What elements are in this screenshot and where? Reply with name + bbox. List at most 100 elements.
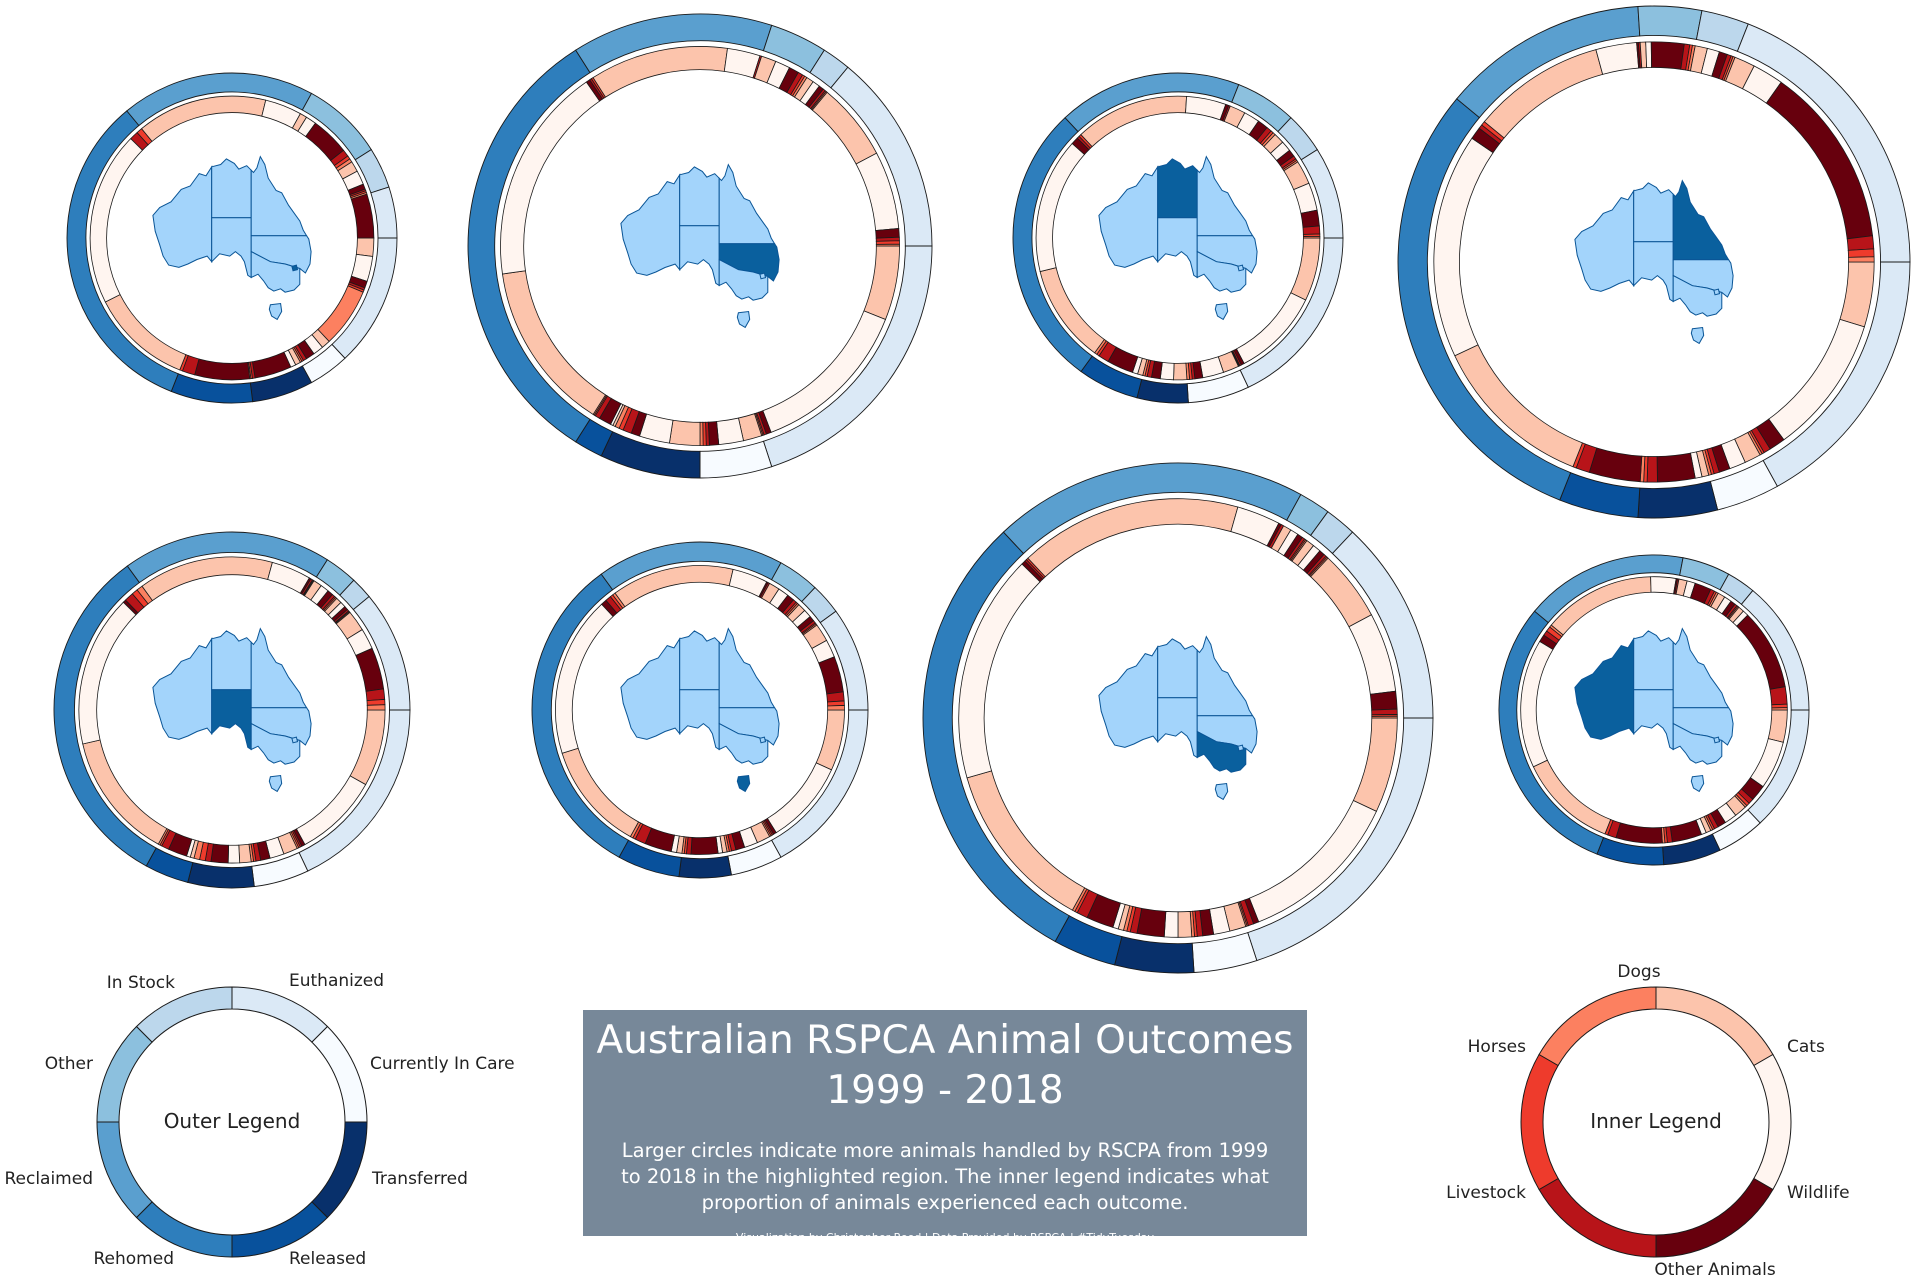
inner-segment-dogs: [1483, 49, 1604, 139]
outer-segment-released: [575, 418, 614, 457]
inner-segment-cats: [1650, 576, 1677, 595]
outer-segment-released: [170, 373, 254, 404]
inner-segment-cats: [1720, 438, 1746, 470]
inner-segment-wildlife: [305, 122, 345, 162]
inner-segment-other-animals: [1846, 235, 1875, 251]
inner-segment-wildlife: [1756, 418, 1785, 450]
inner-segment-cats: [350, 253, 374, 282]
outer-segment-currently-in-care: [301, 343, 346, 384]
inner-segment-cats: [1185, 95, 1227, 121]
outer-segment-currently-in-care: [251, 851, 309, 888]
inner-segment-dogs: [1263, 133, 1284, 154]
region-donut-tas: [531, 541, 869, 879]
inner-segment-dogs: [355, 237, 375, 257]
inner-segment-wildlife: [1071, 137, 1090, 156]
outer-segment-transferred: [1637, 480, 1719, 519]
legend-segment-euthanized: [231, 986, 329, 1043]
inner-segment-wildlife: [1689, 582, 1712, 604]
inner-segment-other-animals: [622, 408, 640, 434]
inner-segment-wildlife: [210, 843, 230, 864]
map-state-vic: [250, 722, 301, 765]
inner-segment-cats: [791, 609, 811, 628]
outer-segment-transferred: [1136, 378, 1189, 404]
map-state-tas: [268, 774, 283, 793]
inner-segment-cats: [1682, 580, 1696, 599]
map-state-wa: [1574, 189, 1635, 292]
inner-segment-wildlife: [601, 599, 618, 618]
inner-segment-cats: [1293, 182, 1318, 214]
inner-segment-wildlife: [1765, 81, 1874, 240]
inner-segment-cats: [1715, 596, 1732, 615]
legend-segment-transferred: [311, 1121, 368, 1219]
inner-segment-wildlife: [350, 193, 375, 239]
map-state-tas: [736, 774, 751, 793]
inner-segment-cats: [265, 836, 285, 859]
inner-segment-wildlife: [1136, 907, 1167, 938]
map-state-qld: [1196, 155, 1254, 237]
inner-segment-wildlife: [194, 358, 251, 381]
inner-segment-cats: [1112, 902, 1126, 930]
outer-segment-in-stock: [354, 148, 390, 194]
inner-segment-horses: [1848, 256, 1875, 263]
outer-segment-euthanized: [370, 186, 398, 239]
map-state-vic: [1672, 274, 1723, 317]
outer-segment-other: [315, 559, 355, 596]
outer-segment-in-stock: [801, 586, 837, 624]
map-state-wa: [620, 637, 681, 740]
inner-segment-other-animals: [826, 691, 845, 703]
region-donut-nsw: [467, 13, 933, 479]
inner-segment-other-animals: [1371, 708, 1398, 716]
legend-segment-cats: [1753, 1053, 1792, 1191]
inner-segment-wildlife: [1711, 444, 1731, 473]
inner-segment-cats: [811, 639, 835, 664]
chart-title: Australian RSPCA Animal Outcomes 1999 - …: [583, 1016, 1307, 1116]
inner-segment-cats: [766, 762, 833, 834]
outer-segment-rehomed: [467, 49, 591, 443]
legend-segment-in-stock: [135, 986, 233, 1043]
inner-segment-cats: [555, 603, 614, 754]
inner-segment-cats: [1209, 905, 1231, 935]
inner-segment-livestock: [136, 128, 153, 146]
inner-segment-wildlife: [796, 615, 815, 632]
outer-segment-released: [1596, 836, 1665, 866]
legend-label-rehomed: Rehomed: [94, 1249, 175, 1269]
inner-segment-wildlife: [1539, 634, 1558, 650]
inner-segment-wildlife: [1276, 149, 1295, 167]
inner-segment-cats: [1768, 318, 1865, 441]
outer-segment-rehomed: [531, 573, 629, 858]
inner-segment-dogs: [1695, 449, 1710, 478]
inner-segment-wildlife: [1086, 893, 1121, 928]
inner-segment-horses: [827, 705, 845, 711]
map-state-tas: [1214, 782, 1229, 801]
inner-segment-dogs: [1675, 578, 1688, 597]
inner-segment-dogs: [1710, 592, 1726, 611]
map-state-sa: [211, 217, 252, 279]
inner-segment-dogs: [1532, 759, 1612, 835]
inner-segment-cats: [346, 629, 373, 657]
inner-segment-wildlife: [1150, 360, 1163, 380]
inner-segment-horses: [1302, 235, 1321, 239]
inner-segment-cats: [716, 417, 745, 446]
australia-map: [620, 627, 780, 793]
inner-segment-dogs: [311, 328, 330, 348]
inner-segment-cats: [295, 775, 367, 846]
inner-segment-cats: [1159, 361, 1175, 381]
outer-segment-currently-in-care: [699, 440, 773, 479]
inner-segment-wildlife: [348, 275, 368, 289]
title-line-1: Australian RSPCA Animal Outcomes: [596, 1018, 1294, 1063]
outer-segment-rehomed: [1498, 610, 1605, 855]
inner-segment-cats: [303, 334, 324, 355]
outer-segment-other: [1231, 84, 1292, 133]
legend-label-reclaimed: Reclaimed: [4, 1169, 93, 1189]
inner-segment-dogs: [1039, 267, 1105, 354]
inner-segment-cats: [297, 116, 316, 138]
inner-segment-wildlife: [630, 411, 648, 437]
inner-segment-dogs: [668, 419, 701, 446]
map-state-vic: [1196, 730, 1247, 773]
inner-segment-dogs: [760, 582, 780, 604]
inner-segment-dogs: [811, 91, 878, 165]
inner-segment-cats: [639, 413, 674, 444]
inner-segment-dogs: [1080, 95, 1187, 148]
australia-map: [620, 163, 780, 329]
legend-segment-rehomed: [135, 1201, 233, 1258]
